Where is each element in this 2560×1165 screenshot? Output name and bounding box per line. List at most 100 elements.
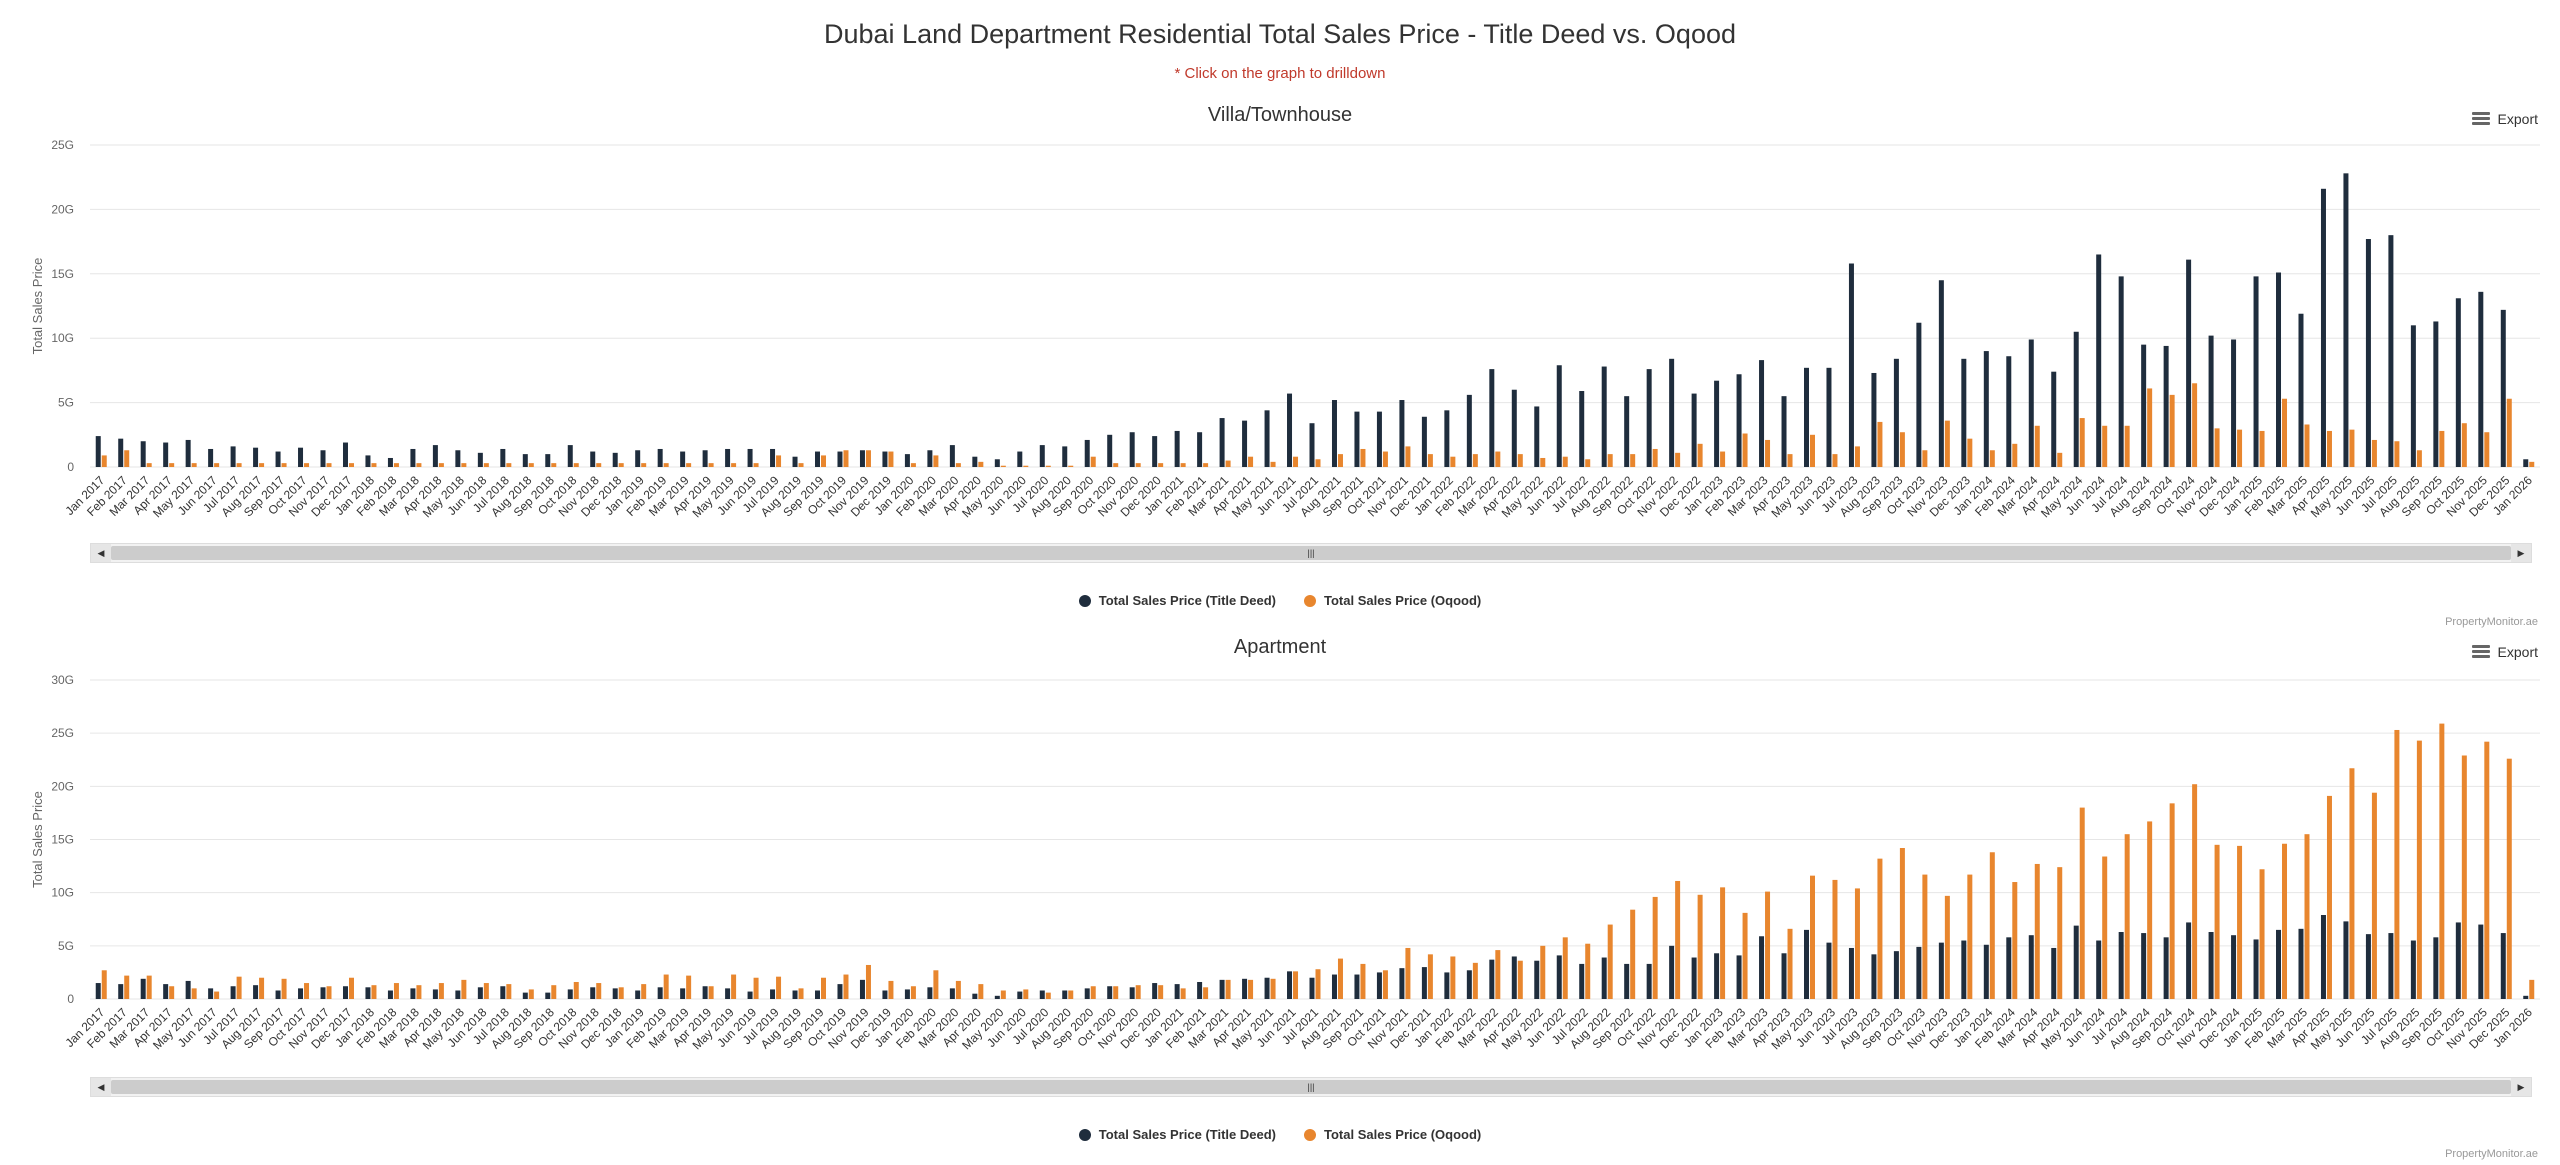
bar-oqood[interactable] (1922, 450, 1928, 467)
bar-oqood[interactable] (753, 463, 759, 467)
bar-title-deed[interactable] (1511, 389, 1517, 467)
bar-oqood[interactable] (2034, 425, 2040, 467)
bar-oqood[interactable] (393, 983, 399, 999)
bar-title-deed[interactable] (725, 448, 731, 467)
bar-oqood[interactable] (551, 985, 557, 999)
bar-title-deed[interactable] (2320, 188, 2326, 467)
bar-oqood[interactable] (2012, 443, 2018, 467)
bar-title-deed[interactable] (1152, 983, 1158, 999)
bar-oqood[interactable] (1585, 459, 1591, 467)
bar-title-deed[interactable] (2365, 239, 2371, 467)
bar-title-deed[interactable] (1062, 446, 1068, 467)
bar-title-deed[interactable] (2051, 947, 2057, 999)
bar-title-deed[interactable] (342, 442, 348, 467)
bar-title-deed[interactable] (1399, 400, 1405, 467)
bar-title-deed[interactable] (927, 450, 933, 467)
bar-title-deed[interactable] (2388, 933, 2394, 999)
bar-title-deed[interactable] (2365, 934, 2371, 999)
bar-oqood[interactable] (1540, 945, 1546, 999)
bar-title-deed[interactable] (2410, 940, 2416, 999)
scroll-left-arrow-icon[interactable]: ◀ (91, 1078, 111, 1096)
bar-title-deed[interactable] (747, 991, 753, 999)
bar-title-deed[interactable] (2253, 939, 2259, 999)
bar-oqood[interactable] (528, 463, 534, 467)
bar-oqood[interactable] (1877, 858, 1883, 999)
bar-oqood[interactable] (731, 974, 737, 999)
bar-oqood[interactable] (2394, 729, 2400, 999)
bar-title-deed[interactable] (1848, 263, 1854, 468)
bar-title-deed[interactable] (230, 446, 236, 467)
bar-title-deed[interactable] (702, 450, 708, 467)
bar-title-deed[interactable] (2186, 922, 2192, 999)
bar-title-deed[interactable] (747, 448, 753, 467)
bar-title-deed[interactable] (2343, 921, 2349, 999)
bar-title-deed[interactable] (500, 448, 506, 467)
legend-item-title-deed[interactable]: Total Sales Price (Title Deed) (1078, 1127, 1276, 1142)
bar-title-deed[interactable] (2208, 335, 2214, 467)
bar-title-deed[interactable] (1152, 436, 1158, 467)
bar-title-deed[interactable] (1129, 432, 1135, 467)
bar-oqood[interactable] (2371, 439, 2377, 467)
bar-oqood[interactable] (2192, 784, 2198, 999)
bar-oqood[interactable] (2124, 834, 2130, 999)
bar-oqood[interactable] (2304, 834, 2310, 999)
bar-oqood[interactable] (1248, 979, 1254, 999)
bar-title-deed[interactable] (2478, 924, 2484, 999)
bar-title-deed[interactable] (185, 980, 191, 999)
bar-oqood[interactable] (1899, 432, 1905, 467)
bar-title-deed[interactable] (2028, 935, 2034, 999)
bar-oqood[interactable] (371, 463, 377, 467)
bar-title-deed[interactable] (770, 989, 776, 999)
bar-oqood[interactable] (1922, 874, 1928, 999)
bar-title-deed[interactable] (2455, 298, 2461, 467)
bar-oqood[interactable] (955, 980, 961, 999)
bar-oqood[interactable] (1203, 463, 1209, 467)
bar-oqood[interactable] (2282, 398, 2288, 467)
bar-oqood[interactable] (888, 980, 894, 999)
bar-oqood[interactable] (1540, 457, 1546, 467)
bar-oqood[interactable] (2192, 383, 2198, 467)
bar-oqood[interactable] (955, 463, 961, 467)
bar-title-deed[interactable] (1017, 991, 1023, 999)
bar-oqood[interactable] (798, 988, 804, 999)
bar-title-deed[interactable] (1242, 420, 1248, 467)
bar-title-deed[interactable] (95, 983, 101, 999)
scrollbar-thumb[interactable]: ||| (111, 546, 2511, 560)
bar-oqood[interactable] (304, 463, 310, 467)
bar-title-deed[interactable] (298, 988, 304, 999)
bar-title-deed[interactable] (1759, 360, 1765, 467)
bar-oqood[interactable] (1967, 438, 1973, 467)
bar-title-deed[interactable] (1736, 955, 1742, 999)
bar-oqood[interactable] (2529, 461, 2535, 467)
apartment-chart[interactable]: Apartment Export 0 5G 10G 15G 20G 25G 30G Total… (0, 630, 2560, 1165)
bar-title-deed[interactable] (2298, 928, 2304, 999)
bar-title-deed[interactable] (275, 990, 281, 999)
bar-title-deed[interactable] (140, 978, 146, 999)
bar-title-deed[interactable] (253, 985, 259, 999)
bar-title-deed[interactable] (1669, 358, 1675, 467)
bar-title-deed[interactable] (500, 986, 506, 999)
bar-title-deed[interactable] (1242, 978, 1248, 999)
bar-oqood[interactable] (2214, 428, 2220, 467)
bar-oqood[interactable] (1472, 454, 1478, 467)
bar-title-deed[interactable] (612, 452, 618, 467)
bar-oqood[interactable] (506, 984, 512, 999)
bar-title-deed[interactable] (1287, 393, 1293, 467)
bar-title-deed[interactable] (2388, 235, 2394, 467)
bar-oqood[interactable] (1630, 909, 1636, 999)
bar-title-deed[interactable] (1399, 968, 1405, 999)
bar-oqood[interactable] (461, 463, 467, 467)
bar-oqood[interactable] (641, 463, 647, 467)
bar-title-deed[interactable] (680, 988, 686, 999)
bar-oqood[interactable] (573, 463, 579, 467)
bar-title-deed[interactable] (1309, 977, 1315, 999)
bar-title-deed[interactable] (2118, 276, 2124, 467)
bar-oqood[interactable] (2416, 450, 2422, 467)
bar-title-deed[interactable] (1556, 955, 1562, 999)
bar-title-deed[interactable] (657, 987, 663, 999)
bar-title-deed[interactable] (1916, 946, 1922, 999)
bar-oqood[interactable] (865, 450, 871, 467)
bar-oqood[interactable] (641, 984, 647, 999)
bar-oqood[interactable] (1607, 454, 1613, 467)
bar-title-deed[interactable] (1084, 439, 1090, 467)
